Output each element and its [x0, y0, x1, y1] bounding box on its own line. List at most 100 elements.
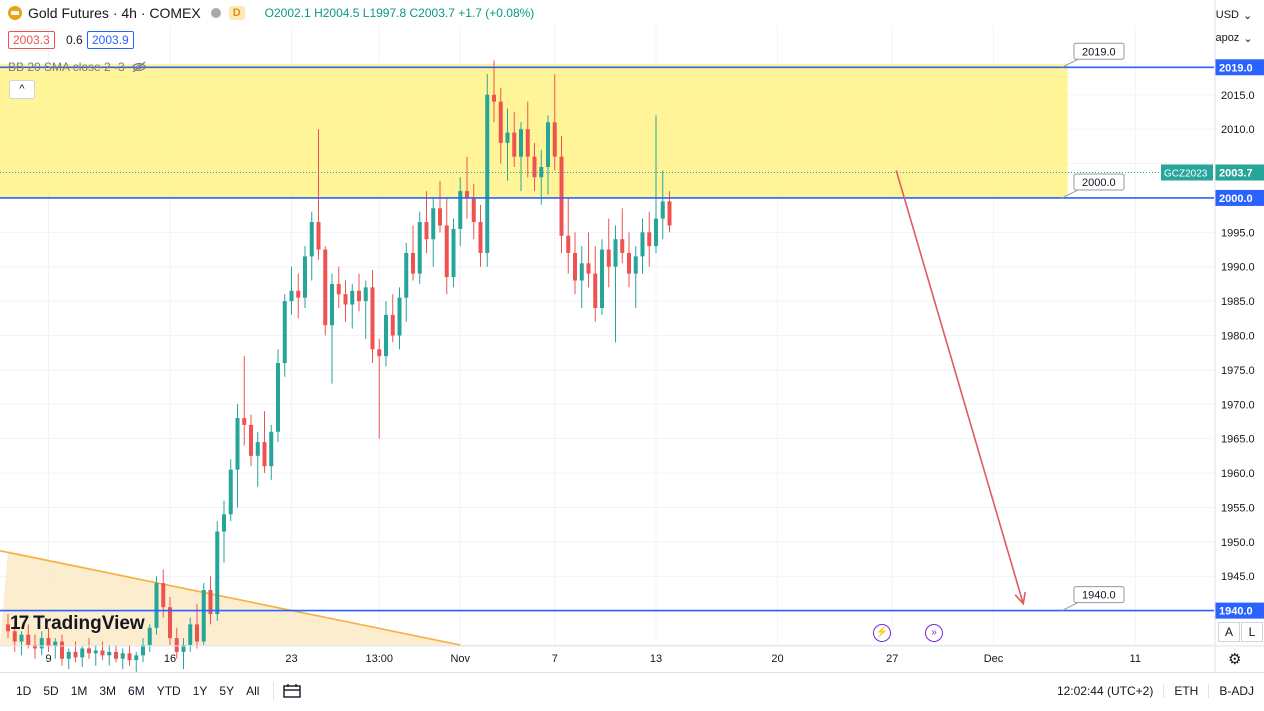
candle-body: [525, 129, 530, 157]
current-price-badge: [1215, 164, 1264, 181]
market-status-icon: [210, 8, 221, 18]
candle-body: [384, 314, 388, 357]
candle-body: [431, 208, 436, 240]
ohlc-values: O2002.1 H2004.5 L1997.8 C2003.7 +1.7 (+0…: [265, 6, 535, 20]
candle-body: [6, 624, 10, 632]
date-range-icon[interactable]: [282, 683, 302, 699]
candle-body: [323, 249, 328, 326]
time-tick-label: 11: [1130, 653, 1141, 665]
candle-body: [343, 294, 348, 305]
candle-body: [573, 252, 577, 281]
collapse-legend-button[interactable]: ^: [9, 80, 35, 99]
timeframe-1y[interactable]: 1Y: [192, 684, 208, 698]
candle-body: [316, 222, 321, 250]
event-flash-icon[interactable]: ⚡: [873, 624, 891, 642]
tradingview-branding[interactable]: 17 TradingView: [10, 613, 145, 635]
tradingview-logo-icon: 17: [10, 613, 29, 634]
log-scale-button[interactable]: L: [1241, 622, 1263, 642]
bottom-right-info: 12:02:44 (UTC+2) ETH B-ADJ: [1047, 673, 1264, 709]
candle-body: [249, 424, 253, 456]
time-tick-label: 9: [45, 653, 51, 665]
bid-button[interactable]: 2003.3: [8, 31, 55, 49]
candle-body: [485, 94, 490, 253]
event-forward-icon[interactable]: »: [925, 624, 943, 642]
settings-gear-icon[interactable]: ⚙: [1228, 651, 1242, 668]
candle-body: [451, 228, 456, 278]
level-callout-box[interactable]: [1073, 42, 1125, 60]
timeframe-1d[interactable]: 1D: [16, 684, 32, 698]
candle-body: [458, 191, 463, 229]
price-tick-label: 1950.0: [1221, 537, 1255, 549]
candle-body: [60, 641, 64, 659]
price-tick-label: 1990.0: [1221, 262, 1255, 274]
time-tick-label: 27: [886, 653, 898, 665]
candle-body: [188, 624, 193, 645]
candle-body: [519, 129, 523, 157]
timeframe-5d[interactable]: 5D: [43, 684, 59, 698]
currency-dropdown[interactable]: USD ⌄: [1212, 4, 1256, 26]
forecast-arrow[interactable]: [895, 170, 1025, 604]
time-tick-label: 13: [650, 653, 662, 665]
chart-legend: Gold Futures · 4h · COMEX D O2002.1 H200…: [0, 0, 534, 26]
scale-dropdown[interactable]: apoz ⌄: [1212, 27, 1256, 49]
candle-body: [559, 156, 564, 236]
chevron-up-icon: ^: [19, 83, 25, 95]
candle-body: [660, 201, 665, 219]
clock[interactable]: 12:02:44 (UTC+2): [1056, 684, 1154, 698]
candle-body: [390, 314, 395, 336]
timeframe-5y[interactable]: 5Y: [219, 684, 235, 698]
price-tick-label: 1970.0: [1221, 399, 1255, 411]
candle-body: [505, 132, 510, 143]
candle-body: [579, 263, 584, 281]
timeframe-3m[interactable]: 3M: [99, 684, 117, 698]
candle-body: [478, 222, 483, 253]
chevron-down-icon: ⌄: [1243, 32, 1253, 45]
candle-body: [19, 634, 24, 642]
candle-body: [276, 363, 280, 432]
candle-body: [235, 418, 240, 470]
candle-body: [627, 252, 631, 274]
candle-body: [613, 239, 618, 267]
level-callout-label: 2019.0: [1082, 46, 1116, 58]
delayed-badge[interactable]: D: [228, 6, 245, 20]
level-callout-label: 2000.0: [1082, 177, 1116, 189]
auto-scale-button[interactable]: A: [1218, 622, 1240, 642]
level-axis-label: 1940.0: [1219, 606, 1253, 618]
price-tick-label: 1960.0: [1221, 468, 1255, 480]
eye-hidden-icon[interactable]: [130, 61, 147, 73]
level-callout-box[interactable]: [1073, 173, 1125, 191]
trendline[interactable]: [0, 549, 461, 646]
gold-futures-icon: [8, 6, 22, 20]
level-callout-box[interactable]: [1073, 586, 1125, 604]
forecast-arrow-head: [1014, 591, 1027, 606]
timeframe-all[interactable]: All: [246, 684, 260, 698]
candle-body: [336, 283, 341, 295]
timeframe-1m[interactable]: 1M: [70, 684, 88, 698]
change-value: +1.7 (+0.08%): [458, 6, 535, 20]
candle-body: [363, 287, 368, 302]
candle-body: [465, 191, 469, 198]
timeframe-ytd[interactable]: YTD: [156, 684, 181, 698]
candle-body: [26, 634, 31, 645]
candle-body: [620, 239, 625, 253]
resistance-zone[interactable]: [0, 63, 1068, 198]
ask-button[interactable]: 2003.9: [87, 31, 134, 49]
indicator-legend[interactable]: BB 20 SMA close 2 -3: [8, 60, 147, 74]
timeframe-6m[interactable]: 6M: [128, 684, 145, 698]
time-tick-label: 16: [164, 653, 176, 665]
candle-body: [593, 273, 598, 308]
spread-value: 0.6: [66, 33, 83, 47]
price-tick-label: 1965.0: [1221, 434, 1255, 446]
candle-body: [282, 301, 287, 364]
level-axis-label: 2019.0: [1219, 62, 1253, 74]
candle-body: [262, 442, 267, 467]
candle-body: [39, 638, 44, 649]
open-value: O2002.1: [264, 6, 311, 20]
candle-body: [377, 349, 382, 357]
symbol-title[interactable]: Gold Futures · 4h · COMEX: [28, 5, 201, 21]
adjust-toggle[interactable]: B-ADJ: [1208, 684, 1264, 698]
candle-body: [667, 201, 672, 226]
candle-body: [154, 583, 159, 628]
session-toggle[interactable]: ETH: [1163, 684, 1208, 698]
